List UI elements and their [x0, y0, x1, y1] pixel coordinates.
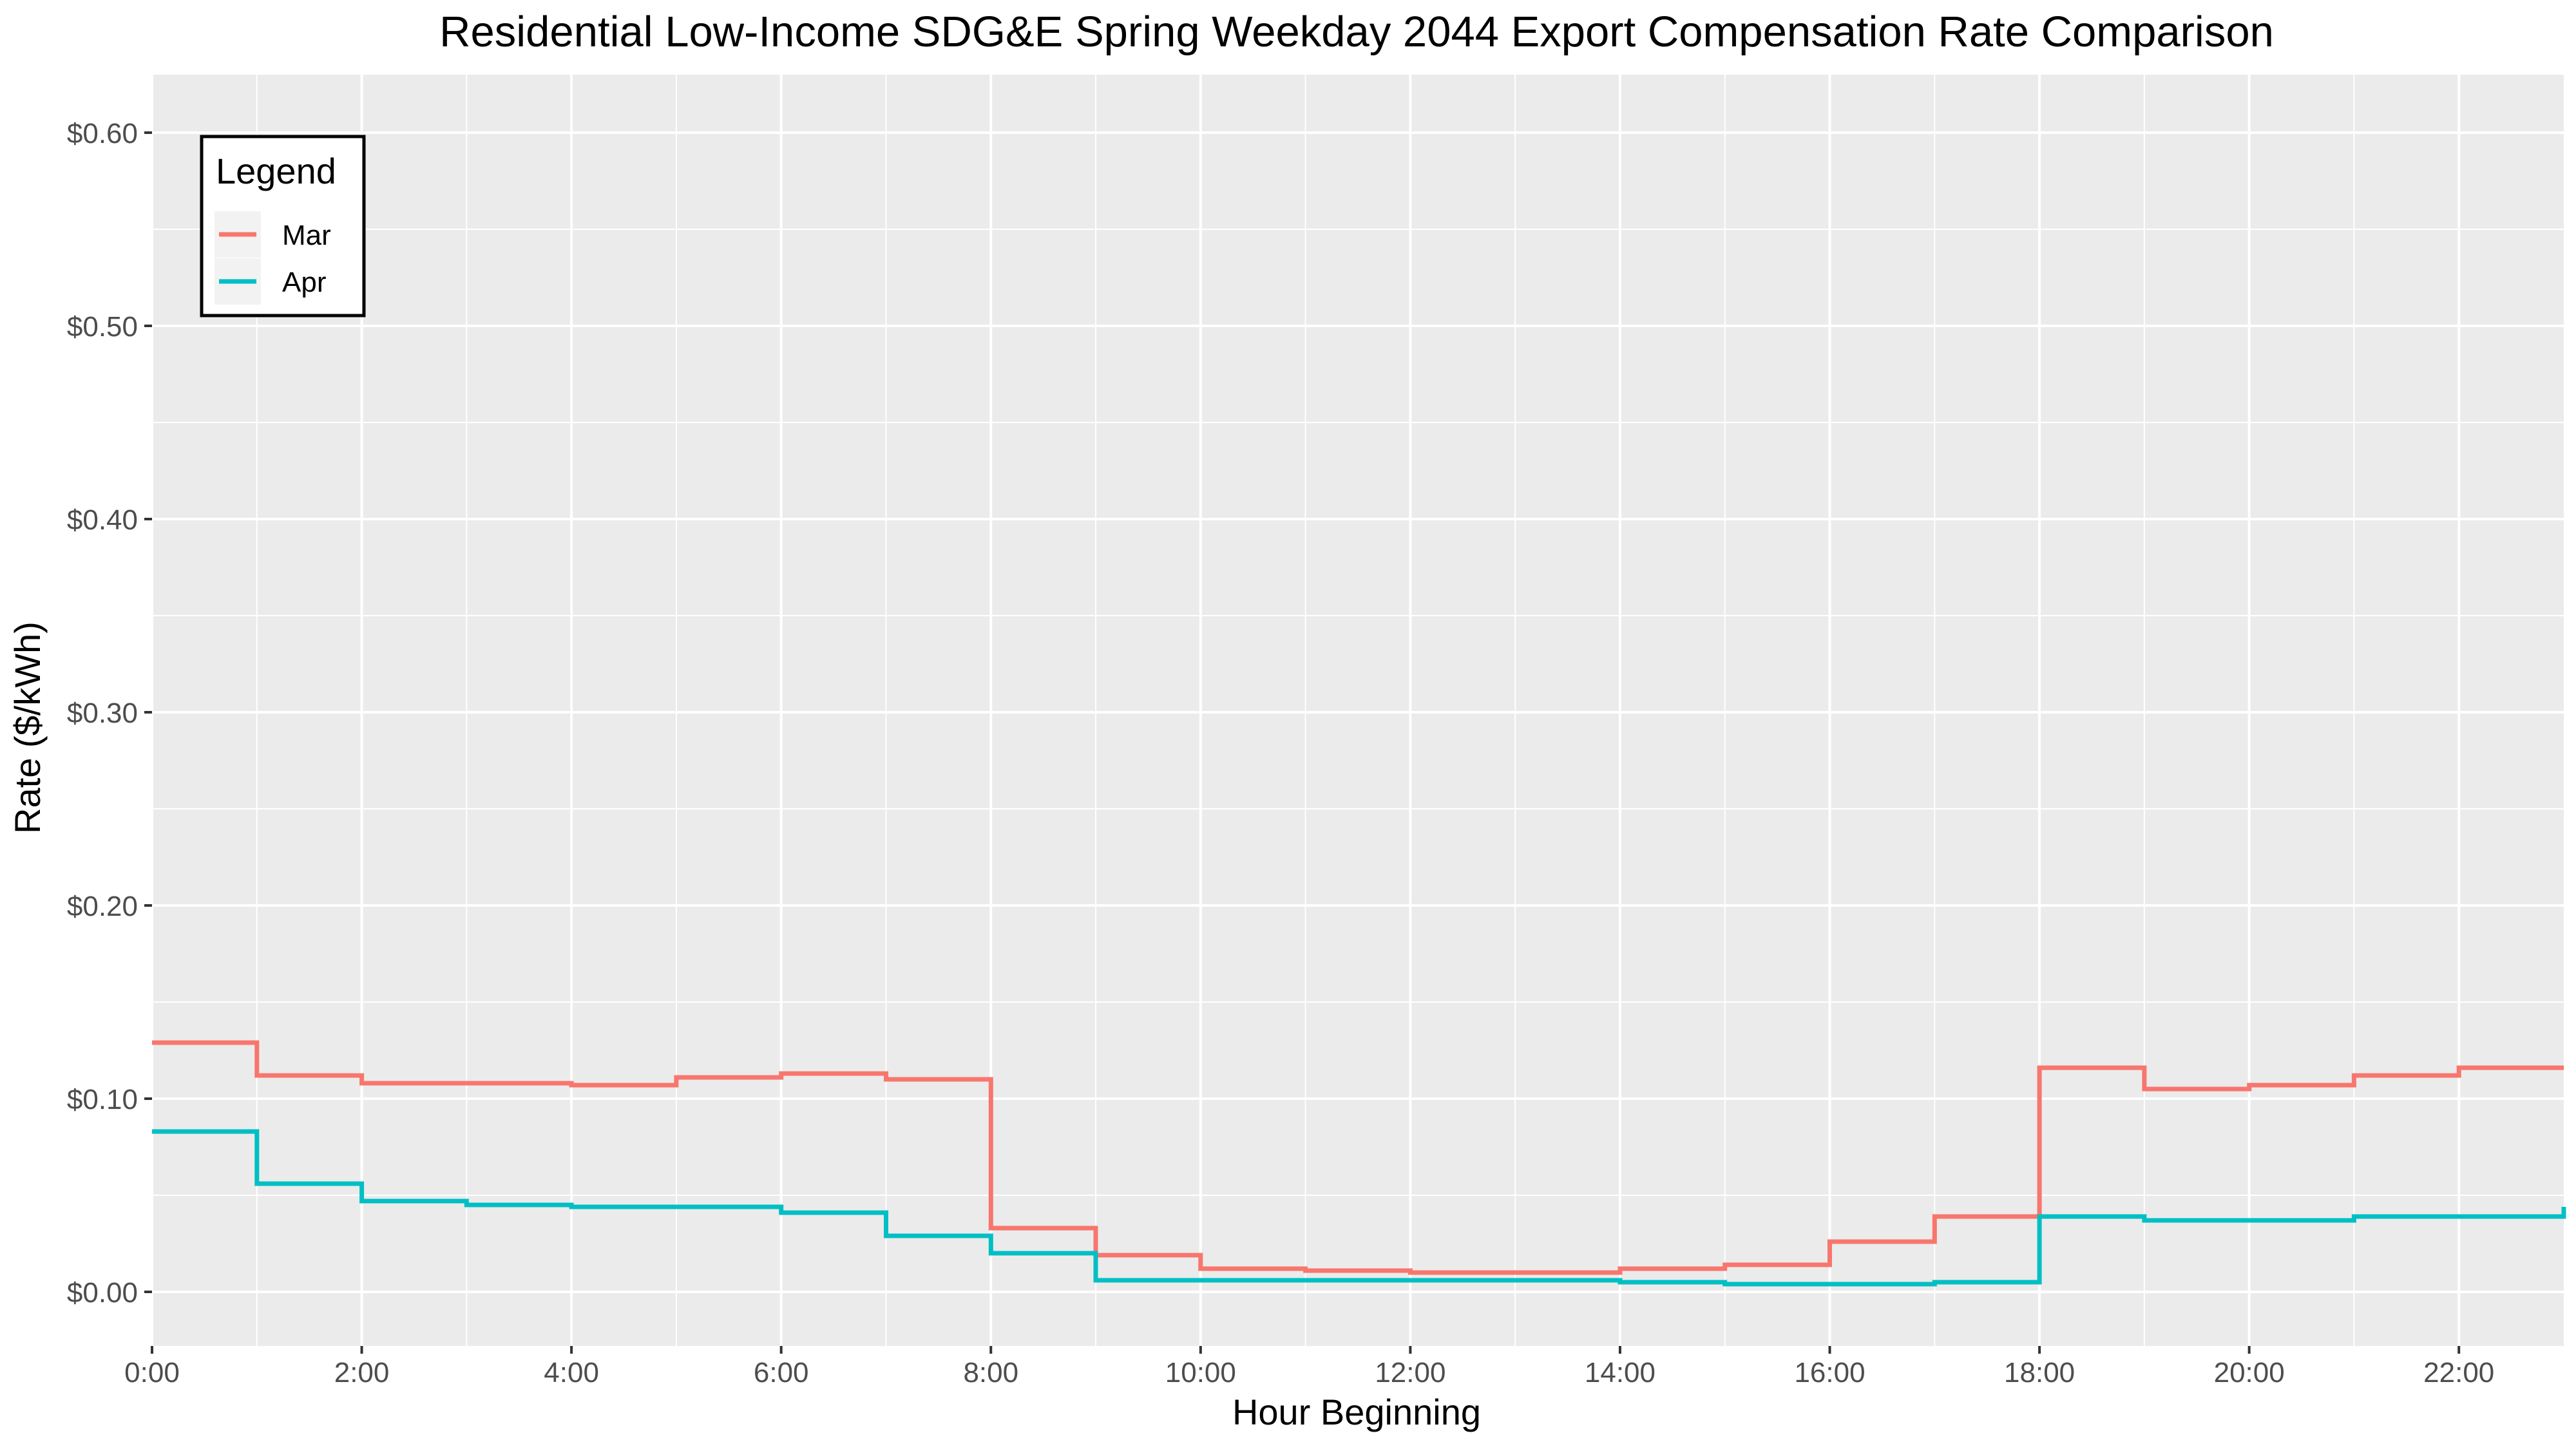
plot-panel — [152, 75, 2564, 1346]
legend-label-apr: Apr — [282, 267, 326, 298]
series-line-apr — [152, 1129, 2566, 1287]
x-tick-label: 4:00 — [544, 1357, 599, 1388]
x-tick-label: 0:00 — [124, 1357, 180, 1388]
y-tick-label: $0.40 — [67, 504, 138, 536]
chart-title: Residential Low-Income SDG&E Spring Week… — [439, 8, 2274, 56]
x-tick-label: 8:00 — [963, 1357, 1018, 1388]
x-tick-label: 6:00 — [754, 1357, 809, 1388]
legend-items: Mar Apr — [215, 211, 331, 305]
y-tick-label: $0.20 — [67, 891, 138, 922]
x-axis-title: Hour Beginning — [1232, 1392, 1481, 1432]
legend-title: Legend — [216, 151, 336, 191]
y-axis-title: Rate ($/kWh) — [7, 621, 48, 834]
x-tick-label: 14:00 — [1585, 1357, 1655, 1388]
x-tick-label: 22:00 — [2423, 1357, 2494, 1388]
x-tick-label: 12:00 — [1375, 1357, 1445, 1388]
x-tick-label: 18:00 — [2004, 1357, 2075, 1388]
y-tick-label: $0.30 — [67, 697, 138, 729]
y-tick-label: $0.60 — [67, 118, 138, 149]
x-tick-label: 10:00 — [1165, 1357, 1236, 1388]
y-tick-label: $0.50 — [67, 311, 138, 343]
y-tick-label: $0.00 — [67, 1277, 138, 1309]
series-layer — [152, 1040, 2566, 1287]
y-axis: $0.00 $0.10 $0.20 $0.30 $0.40 $0.50 $0.60 — [67, 118, 152, 1309]
legend: Legend Mar Apr — [200, 135, 366, 317]
y-tick-label: $0.10 — [67, 1084, 138, 1115]
x-tick-label: 16:00 — [1794, 1357, 1865, 1388]
x-axis: 0:00 2:00 4:00 6:00 8:00 10:00 12:00 14:00 16:00… — [124, 1346, 2494, 1388]
grid-minor — [152, 75, 2564, 1346]
x-tick-label: 20:00 — [2214, 1357, 2285, 1388]
grid-major — [151, 75, 2564, 1346]
legend-label-mar: Mar — [282, 220, 331, 251]
x-tick-label: 2:00 — [334, 1357, 390, 1388]
series-line-mar — [152, 1040, 2564, 1275]
